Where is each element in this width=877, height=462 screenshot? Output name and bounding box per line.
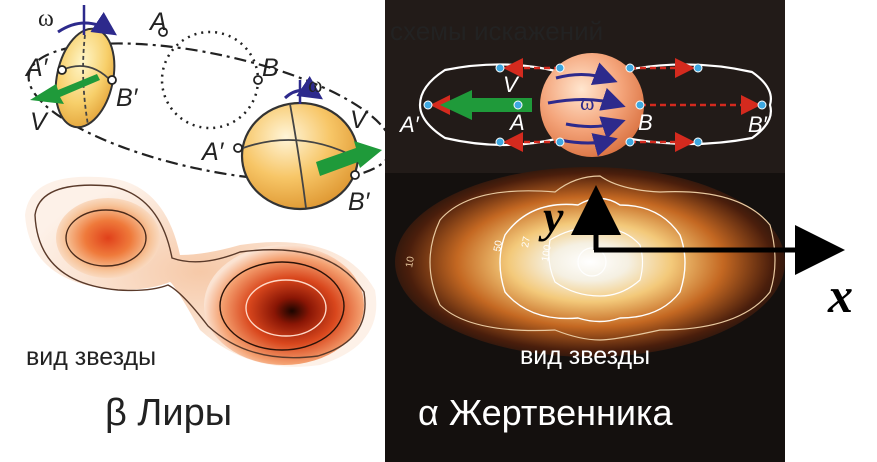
x-axis-label: x	[827, 267, 853, 323]
beta-lyrae-image	[25, 176, 377, 367]
omega-label-top: ω	[38, 6, 54, 32]
right-panel: схемы искажений V A′ A ω B	[385, 0, 785, 462]
left-panel: ω A B A′ B′ V ω V A′ B′ вид звезды β Лир…	[24, 5, 393, 434]
alpha-arae-image: 10 50 27 100	[395, 167, 785, 357]
contour-label-1: 10	[404, 255, 417, 268]
y-axis-label: y	[538, 191, 564, 242]
scheme-omega-label: ω	[580, 90, 594, 115]
dotted-ring	[160, 30, 260, 130]
contour-label-4: 100	[540, 244, 554, 263]
scheme-b-prime-label: B′	[748, 112, 768, 137]
velocity-label-mid: V	[350, 106, 369, 134]
scheme-velocity-label: V	[503, 72, 520, 97]
point-b-label-top: B	[262, 54, 279, 82]
big-star	[240, 76, 382, 211]
contour-label-3: 27	[520, 235, 533, 248]
right-star-view-caption: вид звезды	[520, 342, 650, 370]
point-a-prime-label-top: A′	[24, 54, 49, 82]
coordinate-axes: y x	[538, 185, 853, 323]
right-star-name: α Жертвенника	[418, 392, 674, 433]
contour-label-2: 50	[492, 239, 505, 252]
left-star-name: β Лиры	[105, 392, 232, 434]
velocity-label-top: V	[30, 108, 49, 136]
velocity-arrow-right	[316, 141, 382, 176]
point-a-label-top: A	[148, 8, 167, 36]
point-b-prime-label-top: B′	[116, 84, 139, 112]
scheme-a-prime-label: A′	[398, 112, 420, 137]
left-star-view-caption: вид звезды	[26, 343, 156, 371]
omega-label-mid: ω	[308, 72, 322, 97]
point-b-prime-label-mid: B′	[348, 188, 371, 216]
distortion-schemes-title: схемы искажений	[390, 16, 603, 46]
point-a-prime-label-mid: A′	[200, 138, 225, 166]
small-star	[30, 5, 117, 129]
scheme-a-label: A	[508, 110, 525, 135]
velocity-arrow-scheme	[440, 90, 532, 120]
scheme-b-label: B	[638, 110, 653, 135]
velocity-arrow-left	[30, 74, 100, 104]
